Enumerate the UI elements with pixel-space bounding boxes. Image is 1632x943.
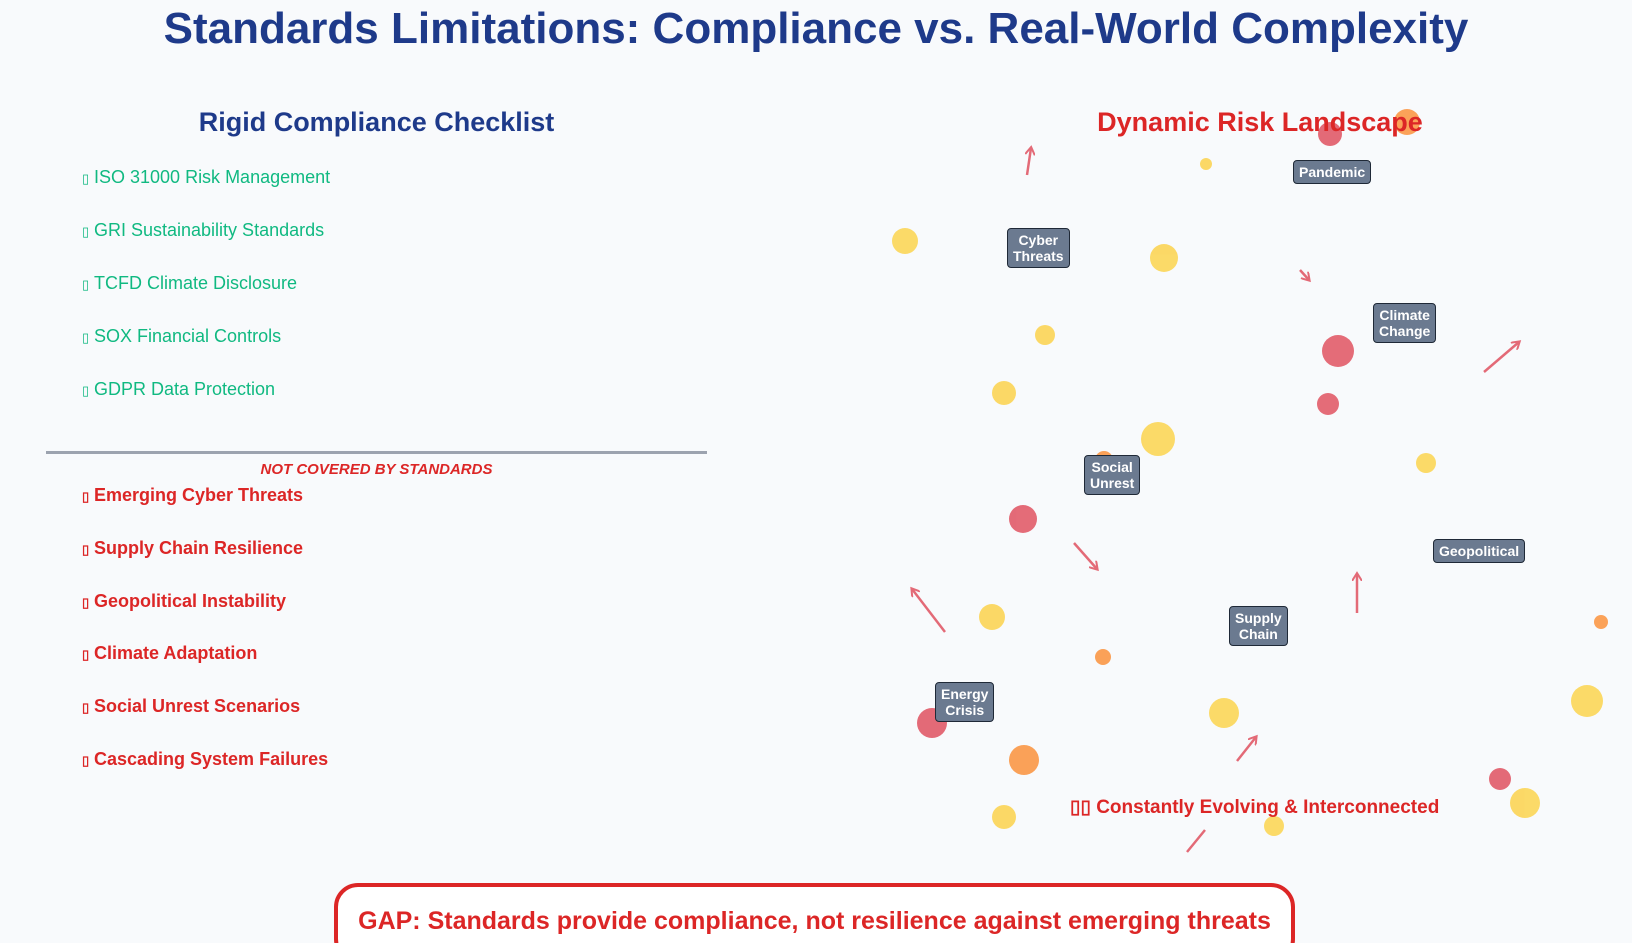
risk-bubble [992,381,1016,405]
not-covered-caption: NOT COVERED BY STANDARDS [260,461,493,478]
compliance-checklist-heading: Rigid Compliance Checklist [198,107,555,137]
standard-item: ▯ GRI Sustainability Standards [82,219,330,272]
risk-bubbles [892,109,1608,836]
risk-bubble [1264,816,1284,836]
standard-item: ▯ TCFD Climate Disclosure [82,272,330,325]
risk-bubble [1035,325,1055,345]
trend-arrow [1027,148,1031,176]
risk-bubble [1150,244,1178,272]
uncovered-risk-label: Cascading System Failures [94,748,329,769]
gap-callout: GAP: Standards provide compliance, not r… [334,883,1295,943]
uncovered-risks-list: ▯ Emerging Cyber Threats ▯ Supply Chain Re… [82,484,328,801]
risk-bubble [1009,745,1039,775]
cyber-threats-label: Cyber Threats [1007,228,1070,268]
trend-arrow [1236,737,1256,762]
cross-icon: ▯ [82,489,90,504]
trend-arrow [1186,829,1206,853]
standard-item: ▯ ISO 31000 Risk Management [82,166,330,219]
risk-bubble [1489,768,1511,790]
risk-bubble [1510,788,1540,818]
pandemic-label: Pandemic [1293,160,1372,184]
uncovered-risk-item: ▯ Supply Chain Resilience [82,537,328,590]
risk-bubble [979,604,1005,630]
risk-bubble [1394,109,1420,135]
uncovered-risk-item: ▯ Cascading System Failures [82,748,328,801]
social-unrest-label: Social Unrest [1084,455,1141,495]
trend-arrow [912,589,946,633]
standard-label: GDPR Data Protection [94,379,276,399]
standard-label: SOX Financial Controls [94,326,282,346]
risk-bubble [1571,685,1603,717]
uncovered-risk-item: ▯ Geopolitical Instability [82,590,328,643]
risk-bubble [1209,698,1239,728]
trend-arrow [1073,542,1097,569]
cross-icon: ▯ [82,752,90,768]
risk-bubble [1317,393,1339,415]
risk-bubble [1200,158,1212,170]
supply-chain-label: Supply Chain [1229,606,1288,646]
standard-label: ISO 31000 Risk Management [94,167,331,187]
check-icon: ▯ [82,224,90,239]
section-divider [46,451,707,454]
risk-bubble [992,805,1016,829]
cross-icon: ▯ [82,647,90,663]
check-icon: ▯ [82,383,90,398]
standard-item: ▯ GDPR Data Protection [82,378,330,431]
climate-change-label: Climate Change [1373,303,1437,343]
uncovered-risk-item: ▯ Climate Adaptation [82,642,328,695]
trend-arrow [1299,269,1309,280]
risk-bubble [1416,453,1436,473]
standard-label: GRI Sustainability Standards [94,220,325,240]
risk-bubble [1095,649,1111,665]
uncovered-risk-label: Emerging Cyber Threats [94,485,304,505]
uncovered-risk-label: Supply Chain Resilience [94,537,304,558]
uncovered-risk-label: Social Unrest Scenarios [94,696,301,717]
uncovered-risk-label: Geopolitical Instability [94,590,287,611]
page-title: Standards Limitations: Compliance vs. Re… [163,4,1469,53]
standards-list: ▯ ISO 31000 Risk Management ▯ GRI Sustaina… [82,166,330,431]
check-icon: ▯ [82,330,90,345]
geopolitical-label: Geopolitical [1433,539,1526,563]
risk-bubble [1009,505,1037,533]
cross-icon: ▯ [82,700,90,716]
cross-icon: ▯ [82,541,90,557]
risk-bubble [1141,422,1175,456]
standard-item: ▯ SOX Financial Controls [82,325,330,378]
evolving-note: ▯▯ Constantly Evolving & Interconnected [1070,797,1440,818]
risk-bubble [892,228,918,254]
standard-label: TCFD Climate Disclosure [94,273,298,293]
uncovered-risk-item: ▯ Social Unrest Scenarios [82,695,328,748]
check-icon: ▯ [82,171,90,186]
risk-arrows [912,148,1519,853]
risk-landscape-heading: Dynamic Risk Landscape [1097,107,1423,137]
risk-bubble [1322,335,1354,367]
risk-bubble [1594,615,1608,629]
check-icon: ▯ [82,277,90,292]
risk-bubble [1318,122,1342,146]
trend-arrow [1483,342,1519,373]
uncovered-risk-label: Climate Adaptation [94,643,258,664]
uncovered-risk-item: ▯ Emerging Cyber Threats [82,484,328,537]
cross-icon: ▯ [82,594,90,610]
energy-crisis-label: Energy Crisis [935,682,995,722]
